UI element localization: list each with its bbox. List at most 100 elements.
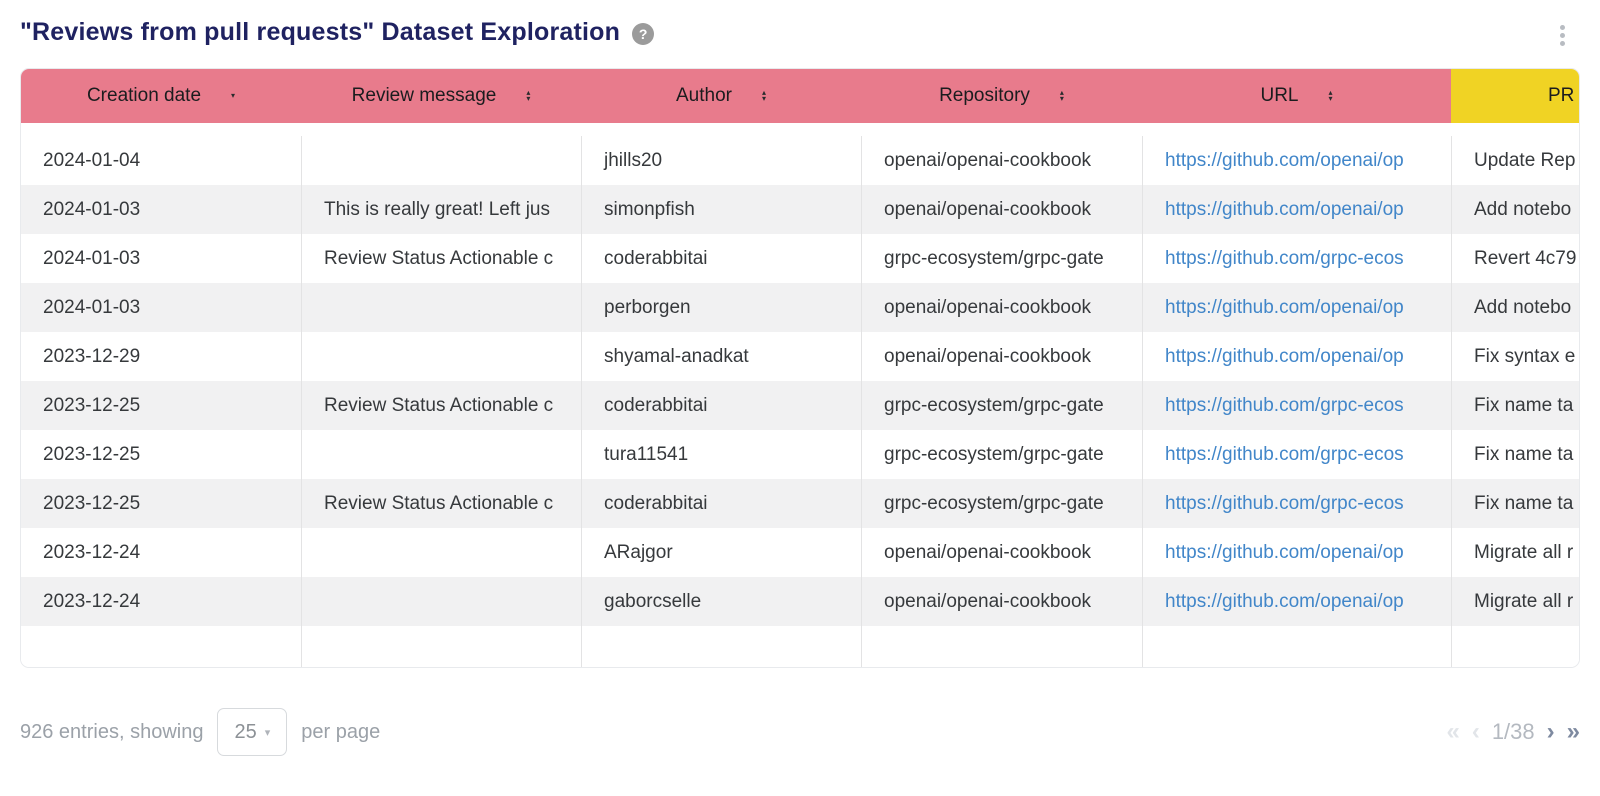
cell-url: https://github.com/openai/op xyxy=(1142,577,1451,626)
sort-desc-icon[interactable]: ▾ xyxy=(231,91,236,100)
author-value: gaborcselle xyxy=(604,590,702,612)
creation-date-value: 2024-01-04 xyxy=(43,149,141,171)
sort-icon[interactable]: ▴ ▾ xyxy=(761,88,766,103)
cell-pr-title: Fix name ta xyxy=(1451,430,1579,479)
cell-creation-date: 2023-12-25 xyxy=(21,479,301,528)
table-row[interactable]: 2023-12-25 tura11541 grpc-ecosystem/grpc… xyxy=(21,430,1579,479)
creation-date-value: 2024-01-03 xyxy=(43,247,141,269)
author-value: coderabbitai xyxy=(604,394,708,416)
cell-repository: openai/openai-cookbook xyxy=(861,185,1142,234)
cell-creation-date: 2023-12-24 xyxy=(21,577,301,626)
column-label: PR ti xyxy=(1548,85,1579,106)
cell-repository: openai/openai-cookbook xyxy=(861,332,1142,381)
cell-pr-title: Revert 4c79 xyxy=(1451,234,1579,283)
pr-url-link[interactable]: https://github.com/grpc-ecos xyxy=(1165,247,1404,269)
review-message-value: This is really great! Left jus xyxy=(324,198,550,220)
cell-review-message: Review Status Actionable c xyxy=(301,381,581,430)
column-header-review-message[interactable]: Review message ▴ ▾ xyxy=(301,69,581,123)
cell-author: coderabbitai xyxy=(581,381,861,430)
sort-icon[interactable]: ▴ ▾ xyxy=(526,88,531,103)
repository-value: grpc-ecosystem/grpc-gate xyxy=(884,492,1104,514)
pr-url-link[interactable]: https://github.com/openai/op xyxy=(1165,149,1404,171)
cell-review-message xyxy=(301,577,581,626)
cell-review-message xyxy=(301,283,581,332)
column-label: Author xyxy=(676,85,732,106)
cell-author: gaborcselle xyxy=(581,577,861,626)
table-row[interactable]: 2024-01-03 This is really great! Left ju… xyxy=(21,185,1579,234)
author-value: coderabbitai xyxy=(604,492,708,514)
table-row[interactable]: 2023-12-25 Review Status Actionable c co… xyxy=(21,381,1579,430)
pr-url-link[interactable]: https://github.com/openai/op xyxy=(1165,296,1404,318)
first-page-button[interactable]: « xyxy=(1446,718,1460,745)
cell-creation-date: 2024-01-03 xyxy=(21,283,301,332)
author-value: tura11541 xyxy=(604,443,689,465)
pr-url-link[interactable]: https://github.com/grpc-ecos xyxy=(1165,492,1404,514)
title-bar: "Reviews from pull requests" Dataset Exp… xyxy=(20,18,1580,47)
sort-icon[interactable]: ▴ ▾ xyxy=(1328,88,1333,103)
column-header-creation-date[interactable]: Creation date ▾ xyxy=(21,69,301,123)
cell-url: https://github.com/openai/op xyxy=(1142,185,1451,234)
cell-review-message xyxy=(301,528,581,577)
pr-url-link[interactable]: https://github.com/grpc-ecos xyxy=(1165,443,1404,465)
repository-value: openai/openai-cookbook xyxy=(884,296,1092,318)
table-row[interactable]: 2024-01-04 jhills20 openai/openai-cookbo… xyxy=(21,136,1579,185)
cell-pr-title: Fix name ta xyxy=(1451,381,1579,430)
table-row[interactable]: 2024-01-03 perborgen openai/openai-cookb… xyxy=(21,283,1579,332)
repository-value: grpc-ecosystem/grpc-gate xyxy=(884,443,1104,465)
cell-url: https://github.com/openai/op xyxy=(1142,283,1451,332)
pr-url-link[interactable]: https://github.com/openai/op xyxy=(1165,345,1404,367)
pr-title-value: Revert 4c79 xyxy=(1474,247,1577,269)
prev-page-button[interactable]: ‹ xyxy=(1471,718,1480,745)
pr-url-link[interactable]: https://github.com/grpc-ecos xyxy=(1165,394,1404,416)
pr-url-link[interactable]: https://github.com/openai/op xyxy=(1165,590,1404,612)
per-page-text: per page xyxy=(301,720,381,743)
table-row[interactable]: 2023-12-25 Review Status Actionable c co… xyxy=(21,479,1579,528)
cell-repository: grpc-ecosystem/grpc-gate xyxy=(861,381,1142,430)
pr-url-link[interactable]: https://github.com/openai/op xyxy=(1165,541,1404,563)
pr-title-value: Fix name ta xyxy=(1474,492,1574,514)
cell-review-message: Review Status Actionable c xyxy=(301,479,581,528)
author-value: ARajgor xyxy=(604,541,673,563)
cell-creation-date: 2024-01-03 xyxy=(21,185,301,234)
table-row[interactable]: 2023-12-24 ARajgor openai/openai-cookboo… xyxy=(21,528,1579,577)
cell-repository: openai/openai-cookbook xyxy=(861,528,1142,577)
kebab-menu-icon[interactable] xyxy=(1552,18,1572,52)
pr-title-value: Add notebo xyxy=(1474,198,1572,220)
cell-creation-date: 2023-12-25 xyxy=(21,430,301,479)
sort-icon[interactable]: ▴ ▾ xyxy=(1059,88,1064,103)
last-page-button[interactable]: » xyxy=(1566,718,1580,745)
cell-url: https://github.com/grpc-ecos xyxy=(1142,430,1451,479)
next-page-button[interactable]: › xyxy=(1546,718,1555,745)
pr-title-value: Migrate all r xyxy=(1474,590,1574,612)
table-row[interactable]: 2023-12-29 shyamal-anadkat openai/openai… xyxy=(21,332,1579,381)
table-row[interactable]: 2024-01-03 Review Status Actionable c co… xyxy=(21,234,1579,283)
review-message-value: Review Status Actionable c xyxy=(324,247,554,269)
creation-date-value: 2023-12-25 xyxy=(43,443,141,465)
column-header-pr-title[interactable]: PR ti xyxy=(1451,69,1579,123)
cell-review-message xyxy=(301,332,581,381)
cell-repository: openai/openai-cookbook xyxy=(861,136,1142,185)
dataset-table: Creation date ▾ Review message ▴ ▾ Author… xyxy=(20,68,1580,668)
pr-title-value: Add notebo xyxy=(1474,296,1572,318)
repository-value: openai/openai-cookbook xyxy=(884,541,1092,563)
creation-date-value: 2024-01-03 xyxy=(43,198,141,220)
table-row[interactable]: 2023-12-24 gaborcselle openai/openai-coo… xyxy=(21,577,1579,626)
page-size-select[interactable]: 25 ▾ xyxy=(217,708,288,756)
column-header-url[interactable]: URL ▴ ▾ xyxy=(1142,69,1451,123)
table-header-row: Creation date ▾ Review message ▴ ▾ Author… xyxy=(21,69,1579,123)
creation-date-value: 2023-12-24 xyxy=(43,541,141,563)
column-header-author[interactable]: Author ▴ ▾ xyxy=(581,69,861,123)
help-icon[interactable]: ? xyxy=(632,22,655,45)
pr-url-link[interactable]: https://github.com/openai/op xyxy=(1165,198,1404,220)
author-value: shyamal-anadkat xyxy=(604,345,749,367)
cell-url: https://github.com/openai/op xyxy=(1142,528,1451,577)
author-value: simonpfish xyxy=(604,198,695,220)
creation-date-value: 2024-01-03 xyxy=(43,296,141,318)
table-footer: 926 entries, showing 25 ▾ per page « ‹ 1… xyxy=(20,706,1580,758)
cell-author: perborgen xyxy=(581,283,861,332)
column-header-repository[interactable]: Repository ▴ ▾ xyxy=(861,69,1142,123)
cell-url: https://github.com/openai/op xyxy=(1142,332,1451,381)
cell-author: coderabbitai xyxy=(581,234,861,283)
pr-title-value: Update Rep xyxy=(1474,149,1576,171)
chevron-down-icon: ▾ xyxy=(264,726,271,739)
